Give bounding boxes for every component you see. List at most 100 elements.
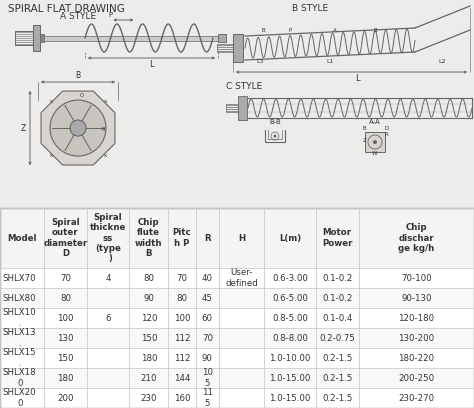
Bar bbox=[0, 288, 474, 308]
Text: B-B: B-B bbox=[269, 119, 281, 125]
Text: 150: 150 bbox=[57, 353, 73, 363]
Text: 180: 180 bbox=[141, 353, 157, 363]
Bar bbox=[217, 44, 233, 52]
Text: Motor
Power: Motor Power bbox=[322, 228, 353, 248]
Text: L3: L3 bbox=[256, 59, 264, 64]
Text: User-
defined: User- defined bbox=[225, 268, 258, 288]
Text: 60: 60 bbox=[202, 313, 213, 323]
Text: SHLX80: SHLX80 bbox=[3, 293, 36, 303]
Bar bbox=[0, 208, 474, 268]
Text: 80: 80 bbox=[176, 293, 188, 303]
Text: SHLX18
0: SHLX18 0 bbox=[3, 368, 36, 388]
Text: 0.1-0.4: 0.1-0.4 bbox=[322, 313, 353, 323]
Bar bbox=[233, 34, 243, 62]
Text: B: B bbox=[261, 28, 265, 33]
Text: C STYLE: C STYLE bbox=[226, 82, 262, 91]
Text: 130-200: 130-200 bbox=[398, 333, 435, 343]
Text: A STYLE: A STYLE bbox=[60, 12, 96, 21]
Text: 70: 70 bbox=[176, 273, 188, 283]
Text: 0.2-1.5: 0.2-1.5 bbox=[322, 373, 353, 383]
Text: SPIRAL FLAT DRAWING: SPIRAL FLAT DRAWING bbox=[8, 4, 125, 14]
Text: SHLX70: SHLX70 bbox=[3, 273, 36, 283]
Text: 11
5: 11 5 bbox=[202, 388, 213, 408]
Text: L2: L2 bbox=[438, 59, 446, 64]
Text: Spiral
thickne
ss
(type
  ): Spiral thickne ss (type ) bbox=[90, 213, 126, 264]
Bar bbox=[0, 268, 474, 288]
Text: 120: 120 bbox=[141, 313, 157, 323]
Text: 0.2-1.5: 0.2-1.5 bbox=[322, 393, 353, 403]
Text: 120-180: 120-180 bbox=[398, 313, 435, 323]
Text: 144: 144 bbox=[174, 373, 190, 383]
Text: A: A bbox=[333, 28, 337, 33]
Text: 40: 40 bbox=[202, 273, 213, 283]
Text: 180-220: 180-220 bbox=[398, 353, 435, 363]
Text: R: R bbox=[204, 233, 210, 243]
Text: 0.8-5.00: 0.8-5.00 bbox=[272, 313, 308, 323]
Text: D: D bbox=[385, 126, 389, 131]
Text: Z: Z bbox=[363, 138, 367, 143]
Text: 45: 45 bbox=[202, 293, 213, 303]
Text: 6: 6 bbox=[105, 313, 111, 323]
Text: 0.6-5.00: 0.6-5.00 bbox=[272, 293, 308, 303]
Text: L: L bbox=[355, 74, 359, 83]
Polygon shape bbox=[41, 91, 115, 165]
Text: 130: 130 bbox=[57, 333, 73, 343]
Text: Chip
flute
width
B: Chip flute width B bbox=[135, 218, 163, 258]
Circle shape bbox=[373, 140, 377, 144]
Text: L1: L1 bbox=[326, 59, 334, 64]
Text: 112: 112 bbox=[174, 333, 190, 343]
Text: A-A: A-A bbox=[369, 119, 381, 125]
Text: 230: 230 bbox=[141, 393, 157, 403]
Text: Spiral
outer
diameter
D: Spiral outer diameter D bbox=[43, 218, 88, 258]
Text: H: H bbox=[238, 233, 245, 243]
Text: R: R bbox=[385, 132, 389, 137]
Text: R: R bbox=[102, 127, 106, 132]
Text: 10
5: 10 5 bbox=[202, 368, 213, 388]
Text: 200-250: 200-250 bbox=[398, 373, 435, 383]
Text: 80: 80 bbox=[60, 293, 71, 303]
Text: B STYLE: B STYLE bbox=[292, 4, 328, 13]
Bar bbox=[0, 368, 474, 388]
Text: 0.1-0.2: 0.1-0.2 bbox=[322, 293, 353, 303]
Text: 200: 200 bbox=[57, 393, 73, 403]
Bar bbox=[33, 25, 40, 51]
Text: Model: Model bbox=[7, 233, 37, 243]
Text: 90: 90 bbox=[144, 293, 154, 303]
Text: 70: 70 bbox=[202, 333, 213, 343]
Text: SHLX13
.: SHLX13 . bbox=[3, 328, 36, 348]
Text: 80: 80 bbox=[143, 273, 155, 283]
Circle shape bbox=[70, 120, 86, 136]
Text: SHLX15
.: SHLX15 . bbox=[3, 348, 36, 368]
Text: Pitc
h P: Pitc h P bbox=[173, 228, 191, 248]
Text: 70: 70 bbox=[60, 273, 71, 283]
Bar bbox=[226, 104, 238, 112]
Text: P: P bbox=[109, 12, 113, 18]
Text: 90-130: 90-130 bbox=[401, 293, 432, 303]
Bar bbox=[0, 388, 474, 408]
Text: 100: 100 bbox=[174, 313, 190, 323]
Text: B: B bbox=[373, 28, 377, 33]
Text: Chip
dischar
ge kg/h: Chip dischar ge kg/h bbox=[398, 223, 435, 253]
Text: 160: 160 bbox=[174, 393, 190, 403]
Text: L: L bbox=[149, 60, 154, 69]
Text: 90: 90 bbox=[202, 353, 213, 363]
Text: 4: 4 bbox=[105, 273, 111, 283]
Text: 1.0-15.00: 1.0-15.00 bbox=[269, 373, 310, 383]
Text: 0.1-0.2: 0.1-0.2 bbox=[322, 273, 353, 283]
Text: SHLX10
.: SHLX10 . bbox=[3, 308, 36, 328]
Text: 210: 210 bbox=[141, 373, 157, 383]
Text: 112: 112 bbox=[174, 353, 190, 363]
Text: O: O bbox=[80, 93, 84, 98]
Text: L(m): L(m) bbox=[279, 233, 301, 243]
Text: SHLX20
0: SHLX20 0 bbox=[3, 388, 36, 408]
Text: Z: Z bbox=[21, 124, 26, 133]
Text: 150: 150 bbox=[141, 333, 157, 343]
Text: 230-270: 230-270 bbox=[398, 393, 435, 403]
Text: W: W bbox=[372, 151, 378, 156]
Text: P: P bbox=[288, 28, 292, 33]
Text: 180: 180 bbox=[57, 373, 73, 383]
Text: B: B bbox=[75, 71, 81, 80]
Bar bbox=[0, 328, 474, 348]
Text: 70-100: 70-100 bbox=[401, 273, 432, 283]
Bar bbox=[0, 348, 474, 368]
